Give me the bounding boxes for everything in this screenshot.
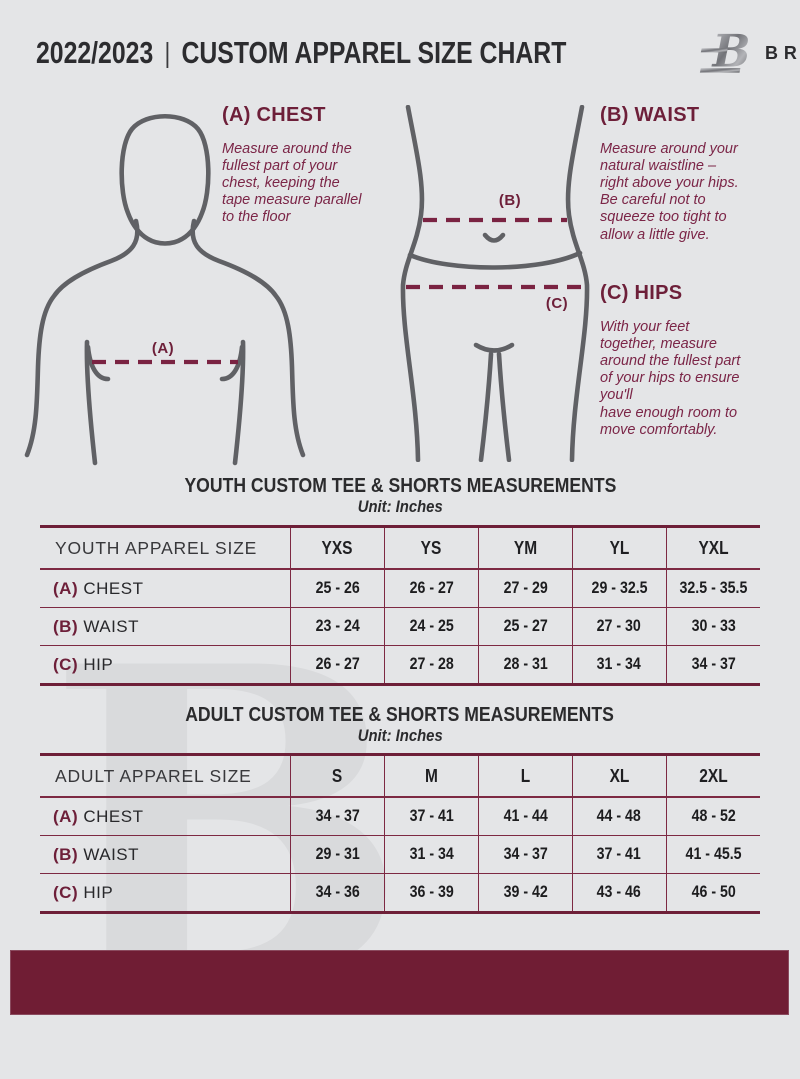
size-cell: 41 - 44: [477, 797, 573, 836]
waist-marker-label: (B): [499, 192, 521, 209]
title-divider: |: [164, 37, 171, 68]
row-marker: (A): [53, 806, 79, 826]
size-cell: 23 - 24: [290, 607, 385, 646]
table-header-row: YOUTH APPAREL SIZE YXS YS YM YL YXL: [40, 526, 760, 570]
size-cell: 43 - 46: [571, 873, 667, 913]
table-row: (A) CHEST 34 - 37 37 - 41 41 - 44 44 - 48 48 …: [40, 797, 760, 836]
column-header-yxl: YXL: [665, 526, 760, 570]
size-cell: 26 - 27: [383, 569, 479, 608]
waist-instruction-block: (B) WAIST Measure around your natural wa…: [600, 104, 790, 244]
row-label-chest: (A) CHEST: [40, 797, 291, 836]
waist-instruction-text: Measure around your natural waistline – …: [600, 141, 739, 243]
size-cell: 25 - 27: [477, 607, 573, 646]
chest-heading: (A) CHEST: [222, 104, 326, 126]
row-label-chest: (A) CHEST: [40, 569, 291, 608]
youth-unit-text: Unit: Inches: [357, 498, 443, 516]
row-marker: (C): [53, 654, 79, 674]
youth-section-title-text: YOUTH CUSTOM TEE & SHORTS MEASUREMENTS: [184, 475, 616, 497]
column-header-xl: XL: [571, 754, 667, 798]
adult-unit-text: Unit: Inches: [357, 727, 443, 745]
column-header-s: S: [290, 754, 385, 798]
row-marker: (B): [53, 844, 79, 864]
column-header-l: L: [477, 754, 573, 798]
table-row: (C) HIP 26 - 27 27 - 28 28 - 31 31 - 34 34 - …: [40, 645, 760, 685]
size-cell: 44 - 48: [571, 797, 667, 836]
youth-size-table-container: YOUTH APPAREL SIZE YXS YS YM YL YXL (A) CHEST 2…: [40, 525, 760, 686]
chart-title: CUSTOM APPAREL SIZE CHART: [181, 35, 567, 70]
size-cell: 37 - 41: [383, 797, 479, 836]
size-cell: 37 - 41: [571, 835, 667, 874]
adult-unit-line: Unit: Inches: [0, 727, 800, 746]
size-cell: 27 - 30: [571, 607, 667, 646]
size-cell: 29 - 32.5: [571, 569, 667, 608]
chest-marker-label: (A): [152, 340, 174, 357]
brand-name: BREAKAWAY: [764, 42, 800, 63]
row-marker: (B): [53, 616, 79, 636]
table-row: (C) HIP 34 - 36 36 - 39 39 - 42 43 - 46 46 - …: [40, 873, 760, 913]
youth-section-title: YOUTH CUSTOM TEE & SHORTS MEASUREMENTS: [0, 475, 800, 498]
breakaway-b-logo-icon: B: [699, 23, 753, 84]
size-cell: 31 - 34: [383, 835, 479, 874]
season-year: 2022/2023: [36, 35, 154, 70]
size-cell: 32.5 - 35.5: [665, 569, 760, 608]
adult-section-title-text: ADULT CUSTOM TEE & SHORTS MEASUREMENTS: [185, 704, 615, 726]
chest-instruction-text: Measure around the fullest part of your …: [222, 141, 362, 226]
page-header: 2022/2023 | CUSTOM APPAREL SIZE CHART B: [36, 24, 800, 82]
row-label-hip: (C) HIP: [53, 882, 114, 902]
hips-marker-label: (C): [546, 295, 568, 312]
size-cell: 34 - 37: [477, 835, 573, 874]
column-header-yl: YL: [571, 526, 667, 570]
column-header-ym: YM: [477, 526, 573, 570]
chest-measurement-figure: (A): [15, 95, 325, 472]
size-label-header: ADULT APPAREL SIZE: [40, 754, 291, 798]
adult-size-table-container: ADULT APPAREL SIZE S M L XL 2XL (A) CHEST 34 - …: [40, 753, 760, 914]
hips-instruction-block: (C) HIPS With your feet together, measur…: [600, 282, 795, 439]
row-label-waist: (B) WAIST: [40, 607, 291, 646]
column-header-m: M: [383, 754, 479, 798]
size-cell: 24 - 25: [383, 607, 479, 646]
adult-section-title: ADULT CUSTOM TEE & SHORTS MEASUREMENTS: [0, 704, 800, 727]
size-cell: 36 - 39: [383, 873, 479, 913]
size-cell: 27 - 28: [383, 645, 479, 685]
size-cell: 29 - 31: [290, 835, 385, 874]
hips-heading: (C) HIPS: [600, 282, 683, 304]
size-cell: 41 - 45.5: [665, 835, 760, 874]
size-label-header: YOUTH APPAREL SIZE: [40, 526, 291, 570]
waist-heading: (B) WAIST: [600, 104, 700, 126]
size-cell: 39 - 42: [477, 873, 573, 913]
table-row: (A) CHEST 25 - 26 26 - 27 27 - 29 29 - 32.5 3…: [40, 569, 760, 608]
size-cell: 25 - 26: [290, 569, 385, 608]
table-row: (B) WAIST 29 - 31 31 - 34 34 - 37 37 - 41 41 …: [40, 835, 760, 874]
youth-unit-line: Unit: Inches: [0, 498, 800, 517]
row-marker: (C): [53, 882, 79, 902]
table-header-row: ADULT APPAREL SIZE S M L XL 2XL: [40, 754, 760, 798]
size-cell: 26 - 27: [290, 645, 385, 685]
hips-instruction-text: With your feet together, measure around …: [600, 319, 741, 438]
size-cell: 48 - 52: [665, 797, 760, 836]
size-cell: 46 - 50: [665, 873, 760, 913]
size-cell: 34 - 36: [290, 873, 385, 913]
column-header-ys: YS: [383, 526, 479, 570]
size-table: ADULT APPAREL SIZE S M L XL 2XL (A) CHEST 34 - …: [40, 753, 760, 914]
page-title: 2022/2023 | CUSTOM APPAREL SIZE CHART: [36, 35, 566, 71]
size-cell: 28 - 31: [477, 645, 573, 685]
footer-bar: [10, 950, 789, 1015]
chest-instruction-block: (A) CHEST Measure around the fullest par…: [222, 104, 402, 227]
waist-hips-measurement-figure: (B) (C): [390, 104, 600, 467]
column-header-yxs: YXS: [290, 526, 385, 570]
brand-lockup: B BREAKAWAY: [699, 23, 800, 84]
size-cell: 34 - 37: [290, 797, 385, 836]
size-cell: 31 - 34: [571, 645, 667, 685]
size-cell: 30 - 33: [665, 607, 760, 646]
table-row: (B) WAIST 23 - 24 24 - 25 25 - 27 27 - 30 30 …: [40, 607, 760, 646]
row-label-waist: (B) WAIST: [40, 835, 291, 874]
size-cell: 27 - 29: [477, 569, 573, 608]
size-cell: 34 - 37: [665, 645, 760, 685]
column-header-2xl: 2XL: [665, 754, 760, 798]
row-marker: (A): [53, 578, 79, 598]
row-label-hip: (C) HIP: [53, 654, 114, 674]
size-table: YOUTH APPAREL SIZE YXS YS YM YL YXL (A) CHEST 2…: [40, 525, 760, 686]
